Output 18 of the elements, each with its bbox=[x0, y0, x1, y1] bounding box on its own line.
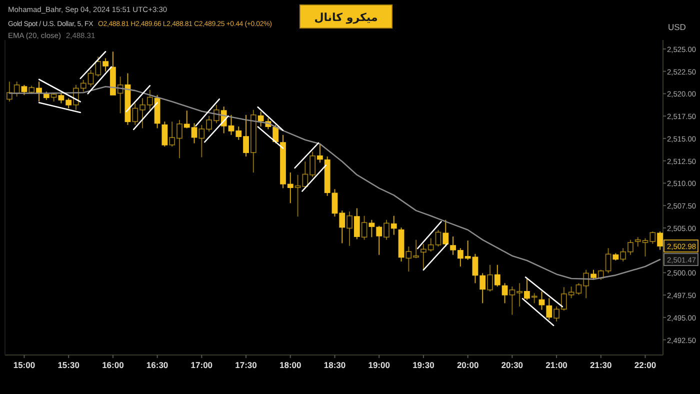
x-tick-label: 19:00 bbox=[368, 360, 390, 370]
x-tick-label: 15:00 bbox=[13, 360, 36, 370]
x-tick-label: 19:30 bbox=[412, 360, 435, 370]
x-tick-label: 21:00 bbox=[546, 360, 568, 370]
x-tick-label: 18:00 bbox=[280, 360, 302, 370]
x-tick-label: 21:30 bbox=[590, 360, 612, 370]
x-tick-label: 17:30 bbox=[235, 360, 258, 370]
x-tick-label: 18:30 bbox=[324, 360, 346, 370]
x-tick-label: 16:00 bbox=[102, 360, 124, 370]
chart-title: میکرو کانال bbox=[314, 11, 378, 24]
x-tick-label: 15:30 bbox=[58, 360, 80, 370]
title: میکرو کانال bbox=[300, 4, 392, 28]
x-tick-label: 20:30 bbox=[501, 360, 524, 370]
x-tick-label: 17:00 bbox=[190, 360, 213, 370]
y-axis-title: USD bbox=[668, 22, 686, 32]
x-tick-label: 20:00 bbox=[456, 360, 479, 370]
x-tick-label: 16:30 bbox=[146, 360, 168, 370]
x-tick-label: 22:00 bbox=[634, 360, 656, 370]
